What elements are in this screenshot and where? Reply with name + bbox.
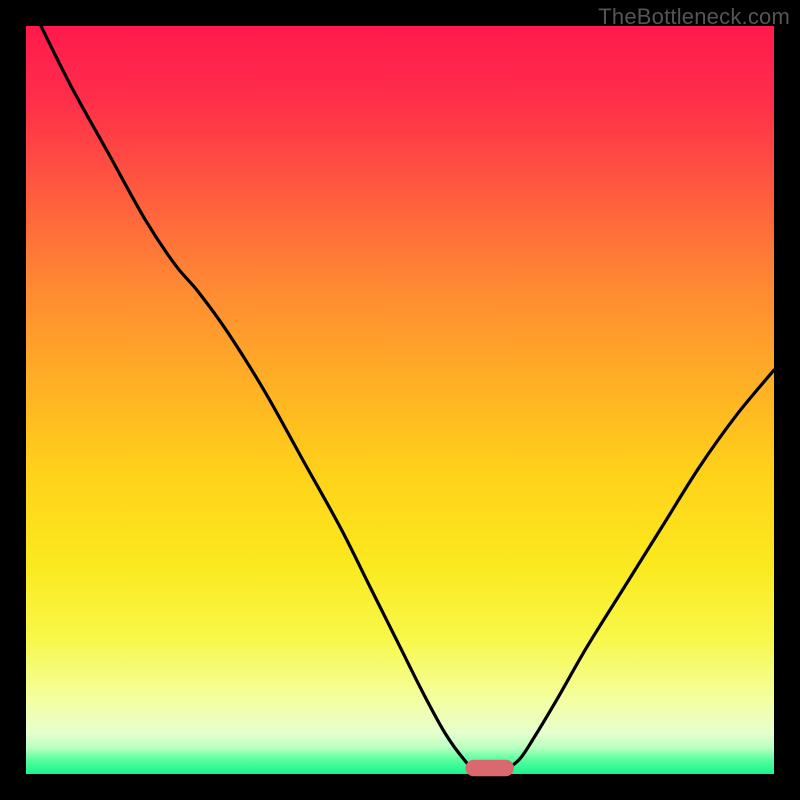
bottleneck-chart: TheBottleneck.com bbox=[0, 0, 800, 800]
optimal-marker bbox=[465, 760, 514, 776]
watermark-text: TheBottleneck.com bbox=[598, 4, 790, 30]
chart-svg bbox=[0, 0, 800, 800]
chart-plot-area bbox=[26, 26, 774, 774]
